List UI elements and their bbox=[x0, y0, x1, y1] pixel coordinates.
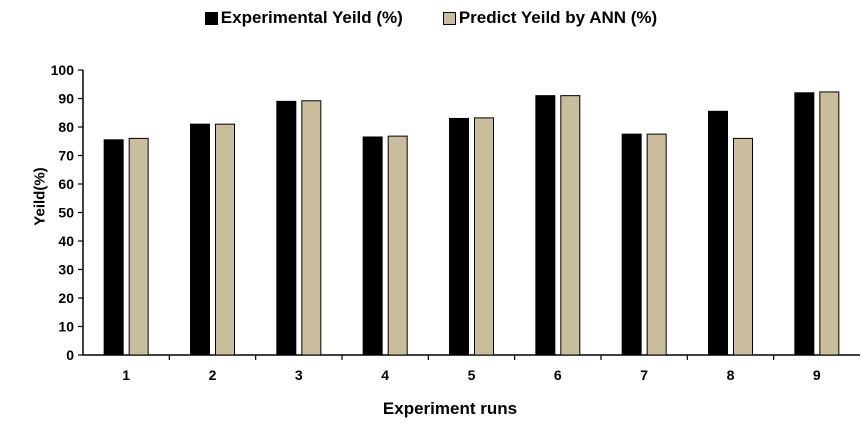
x-tick-label: 7 bbox=[640, 367, 648, 383]
bar-experimental-7 bbox=[621, 133, 642, 356]
x-tick-label: 8 bbox=[727, 367, 735, 383]
bar-experimental-6 bbox=[535, 95, 556, 356]
y-tick-label: 90 bbox=[58, 91, 74, 107]
tick-labels: 0 10 20 30 40 50 60 70 80 90 100 1 2 3 4 5 6 7 8 9 bbox=[51, 62, 821, 383]
legend-label-experimental: Experimental Yeild (%) bbox=[220, 8, 403, 27]
y-tick-label: 0 bbox=[66, 347, 74, 363]
x-axis-label: Experiment runs bbox=[382, 399, 518, 418]
bar-experimental-8 bbox=[708, 110, 728, 356]
bar-predicted-6 bbox=[560, 95, 581, 356]
x-tick-label: 3 bbox=[295, 367, 303, 383]
y-tick-label: 80 bbox=[58, 119, 74, 135]
x-tick-label: 1 bbox=[122, 367, 130, 383]
y-tick-label: 30 bbox=[58, 262, 74, 278]
x-tick-label: 2 bbox=[209, 367, 217, 383]
axes bbox=[78, 69, 860, 360]
y-tick-label: 10 bbox=[58, 319, 74, 335]
legend-item-predicted: Predict Yeild by ANN (%) bbox=[442, 8, 658, 28]
legend-label-predicted: Predict Yeild by ANN (%) bbox=[458, 8, 658, 27]
bar-predicted-7 bbox=[646, 133, 667, 356]
y-tick-label: 40 bbox=[58, 233, 74, 249]
bar-experimental-9 bbox=[794, 92, 815, 356]
x-tick-label: 4 bbox=[381, 367, 389, 383]
bar-predicted-3 bbox=[301, 100, 322, 356]
bar-experimental-3 bbox=[276, 100, 297, 356]
y-tick-label: 50 bbox=[58, 205, 74, 221]
bar-predicted-9 bbox=[819, 91, 840, 356]
y-axis-label: Yeild(%) bbox=[31, 167, 49, 226]
x-tick-label: 5 bbox=[468, 367, 476, 383]
x-tick-label: 9 bbox=[813, 367, 821, 383]
legend-swatch-experimental bbox=[204, 11, 218, 25]
y-tick-label: 100 bbox=[51, 62, 75, 78]
legend: Experimental Yeild (%) Predict Yeild by … bbox=[0, 8, 862, 28]
bar-experimental-2 bbox=[190, 123, 210, 356]
legend-swatch-predicted bbox=[442, 11, 456, 25]
x-tick-label: 6 bbox=[554, 367, 562, 383]
bar-predicted-1 bbox=[128, 137, 149, 356]
bar-predicted-8 bbox=[733, 137, 753, 356]
bar-experimental-4 bbox=[362, 136, 383, 356]
bar-predicted-4 bbox=[387, 135, 408, 356]
bar-predicted-2 bbox=[215, 123, 235, 356]
bars bbox=[103, 91, 840, 356]
legend-item-experimental: Experimental Yeild (%) bbox=[204, 8, 403, 28]
bar-experimental-5 bbox=[449, 117, 469, 356]
y-tick-label: 20 bbox=[58, 290, 74, 306]
bar-experimental-1 bbox=[103, 139, 124, 356]
bar-predicted-5 bbox=[474, 117, 494, 356]
y-tick-label: 60 bbox=[58, 176, 74, 192]
y-tick-label: 70 bbox=[58, 148, 74, 164]
